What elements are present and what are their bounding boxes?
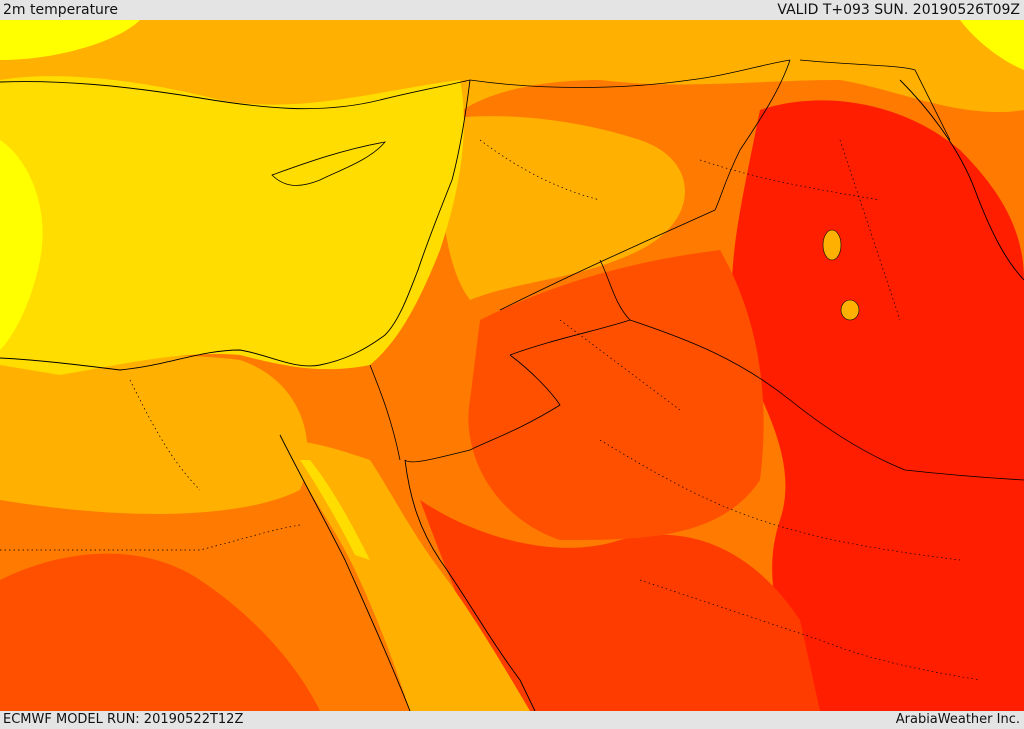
coastline-anatolia <box>0 79 471 110</box>
coastline-red-sea-east <box>404 459 536 711</box>
red-sea-yellow <box>300 460 370 560</box>
heat-zone-central <box>468 250 764 540</box>
valid-time: VALID T+093 SUN. 20190526T09Z <box>777 2 1020 18</box>
national-borders <box>369 59 1024 481</box>
coast-yellow-north <box>0 20 140 60</box>
internal-boundaries <box>0 139 981 681</box>
temperature-map-canvas <box>0 20 1024 711</box>
temperature-map[interactable] <box>0 20 1024 711</box>
heat-zone-east <box>731 100 1024 711</box>
lake-razzaza <box>840 299 860 321</box>
map-header: 2m temperature VALID T+093 SUN. 20190526… <box>0 0 1024 20</box>
coastline <box>0 79 471 371</box>
coast-yellow-west <box>0 140 43 350</box>
coast-yellow-ne <box>960 20 1024 70</box>
map-title: 2m temperature <box>3 2 118 18</box>
coastline-red-sea-west <box>279 434 411 711</box>
credit-label: ArabiaWeather Inc. <box>895 712 1020 727</box>
warm-zone-north <box>0 20 1024 120</box>
warm-zone-egypt <box>0 355 308 514</box>
mediterranean-sea <box>0 76 464 375</box>
heat-zone-south <box>420 500 820 711</box>
heat-zone-africa <box>0 553 320 711</box>
warm-zone-levant <box>440 116 685 300</box>
lake-tharthar <box>822 229 842 261</box>
red-sea <box>280 440 530 711</box>
map-footer: ECMWF MODEL RUN: 20190522T12Z ArabiaWeat… <box>0 711 1024 729</box>
model-run: ECMWF MODEL RUN: 20190522T12Z <box>3 712 244 727</box>
coastline-persian-gulf <box>899 79 1024 281</box>
cyprus-island <box>271 141 387 186</box>
